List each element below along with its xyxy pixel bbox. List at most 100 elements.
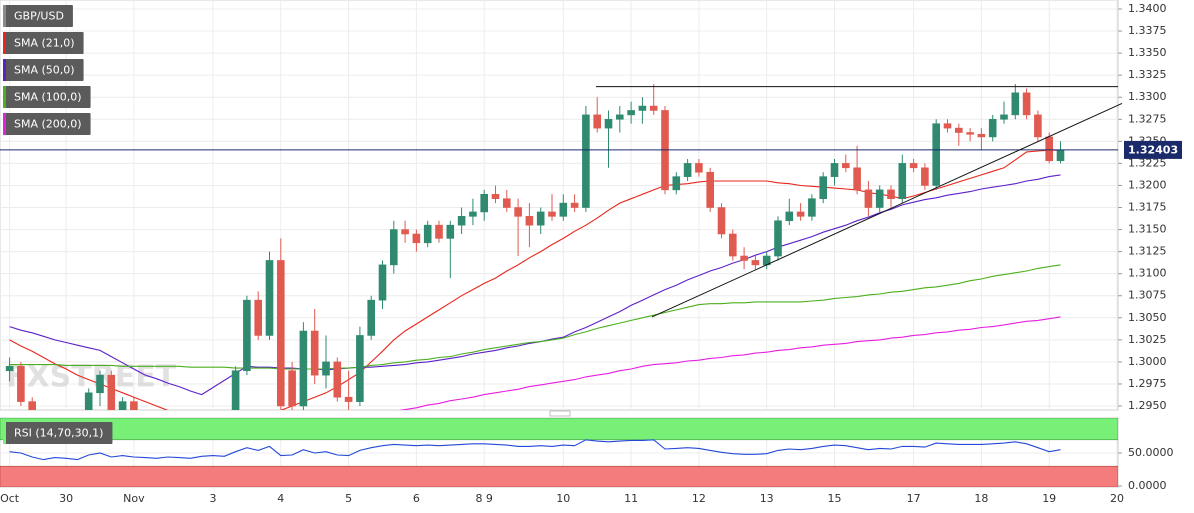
legend-box [3, 59, 84, 81]
y-tick-label: 1.3075 [1128, 289, 1167, 302]
candle-body [536, 211, 545, 226]
candle-body [582, 114, 590, 208]
candle-body [299, 330, 308, 407]
y-tick-label: 50.0000 [1128, 446, 1174, 459]
candle-body [627, 110, 635, 116]
candle-body [728, 233, 737, 257]
candle-body [480, 193, 489, 213]
candle-body [276, 260, 285, 407]
x-tick-label: 8 9 [475, 492, 493, 505]
candle-body [96, 374, 104, 394]
panel-splitter[interactable] [549, 410, 571, 417]
y-tick-label: 1.3400 [1128, 2, 1167, 15]
indicator-line [9, 439, 1061, 461]
y-tick-label: 1.3175 [1128, 201, 1167, 214]
legend-box [3, 113, 91, 135]
candle-body [502, 198, 511, 208]
y-tick-label: 1.3275 [1128, 112, 1167, 125]
candle-body [322, 361, 330, 376]
candle-body [559, 202, 568, 217]
candle-body [469, 211, 477, 217]
x-tick-label: 12 [692, 492, 706, 505]
x-tick-label: 30 [59, 492, 73, 505]
x-tick-label: 19 [1042, 492, 1056, 505]
candle-body [819, 176, 828, 199]
y-tick-label: 1.3050 [1128, 311, 1167, 324]
candle-body [378, 264, 387, 301]
candle-body [412, 233, 421, 244]
y-tick-label: 1.3375 [1128, 24, 1167, 37]
candle-body [954, 127, 963, 133]
candle-body [17, 366, 25, 402]
candle-body [5, 366, 14, 372]
candle-body [943, 123, 952, 129]
candle-body [344, 396, 353, 402]
x-tick-label: Oct [0, 492, 20, 505]
x-tick-label: 20 [1110, 492, 1124, 505]
x-tick-label: 13 [760, 492, 774, 505]
y-tick-label: 1.3325 [1128, 68, 1167, 81]
oversold-zone [0, 465, 1118, 487]
y-tick-label: 1.3000 [1128, 355, 1167, 368]
candle-body [977, 133, 986, 138]
price-plot [5, 83, 1118, 410]
legend-label: GBP/USD [14, 10, 64, 23]
candle-body [740, 255, 748, 261]
legend-label: SMA (200,0) [14, 118, 82, 131]
legend-swatch [3, 422, 6, 444]
y-tick-label: 1.3150 [1128, 223, 1167, 236]
candle-body [717, 207, 726, 235]
candle-body [921, 167, 929, 186]
candle-body [785, 211, 794, 222]
legend-swatch [3, 86, 6, 108]
candle-body [932, 123, 941, 186]
indicator-line [9, 149, 1061, 410]
x-tick-label: 3 [210, 492, 217, 505]
last-price-box [1124, 140, 1182, 159]
x-tick-label: 5 [345, 492, 352, 505]
x-tick-label: 18 [974, 492, 988, 505]
y-tick-label: 1.3200 [1128, 178, 1167, 191]
x-tick-label: 15 [828, 492, 842, 505]
rsi-plot [0, 418, 1118, 487]
axes: Oct 30 Nov 3 4 5 6 8 9 10 11 12 13 15 17 18 19 20 1.3400 1… [0, 2, 1182, 505]
candle-body [604, 118, 613, 129]
candle-body [988, 118, 997, 138]
indicator-line [9, 264, 1061, 370]
candle-body [367, 299, 376, 336]
legend-box [3, 86, 91, 108]
candle-body [695, 163, 703, 173]
candle-body [1045, 136, 1053, 162]
candle-body [909, 163, 918, 169]
candle-body [966, 132, 974, 135]
candle-body [649, 105, 658, 111]
candle-body [446, 224, 455, 239]
candle-body [457, 216, 466, 226]
legend-box [3, 32, 84, 54]
x-tick-label: 11 [624, 492, 638, 505]
legend-swatch [3, 113, 6, 135]
y-tick-label: 1.3350 [1128, 46, 1167, 59]
candle-body [231, 370, 240, 410]
candle-body [1056, 149, 1065, 162]
candle-body [356, 335, 364, 402]
legend: GBP/USD SMA (21,0) SMA (50,0) SMA (100,0) SM… [3, 5, 113, 444]
candle-body [389, 229, 398, 266]
candle-body [1000, 114, 1008, 120]
y-tick-label: 0.0000 [1128, 479, 1167, 492]
x-tick-label: 4 [277, 492, 284, 505]
candle-body [887, 189, 895, 199]
candle-body [265, 260, 274, 336]
candle-body [107, 374, 116, 410]
candle-body [638, 105, 647, 111]
x-tick-label: 6 [413, 492, 420, 505]
candle-body [898, 163, 907, 199]
legend-box [3, 422, 113, 444]
y-tick-label: 1.3225 [1128, 156, 1167, 169]
candle-body [84, 392, 93, 410]
candle-body [1022, 92, 1031, 116]
candle-body [401, 229, 409, 235]
legend-label: SMA (21,0) [14, 37, 75, 50]
candle-body [435, 224, 443, 239]
candle-body [525, 216, 534, 226]
